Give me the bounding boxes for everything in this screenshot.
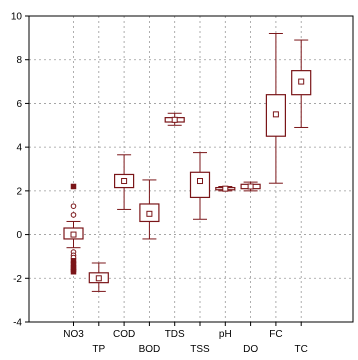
x-tick-label: DO — [243, 344, 258, 355]
center-marker — [247, 183, 254, 190]
center-marker — [121, 178, 128, 185]
x-tick-label: FC — [269, 329, 282, 340]
y-tick-label: 6 — [16, 99, 22, 110]
extreme-point — [70, 183, 77, 190]
axis-layer — [25, 15, 354, 326]
center-marker — [146, 210, 153, 217]
y-tick-label: 10 — [11, 12, 23, 23]
box — [189, 171, 211, 199]
center-marker — [197, 178, 203, 185]
extreme-point — [70, 268, 77, 275]
center-marker — [222, 185, 229, 192]
outlier-point — [70, 203, 77, 209]
x-tick-label: TP — [92, 344, 105, 355]
box-layer — [63, 32, 312, 292]
x-tick-label: COD — [113, 329, 135, 340]
x-tick-label: NO3 — [63, 329, 84, 340]
y-tick-label: 8 — [16, 55, 22, 66]
center-marker — [95, 275, 102, 282]
x-tick-label: TDS — [165, 329, 185, 340]
label-layer: -4 -2 0 2 4 6 8 10 NO3 TP COD BOD TDS TSS pH DO FC TC — [11, 12, 308, 356]
outlier-point — [70, 212, 77, 218]
center-marker — [272, 111, 279, 118]
x-tick-label: TSS — [190, 344, 210, 355]
plot-frame — [28, 15, 354, 323]
y-tick-label: 0 — [16, 230, 22, 241]
x-tick-label: BOD — [139, 344, 161, 355]
center-marker — [298, 78, 305, 85]
y-tick-label: 2 — [16, 186, 22, 197]
center-marker — [70, 231, 77, 238]
x-tick-label: TC — [295, 344, 308, 355]
y-tick-label: -2 — [13, 274, 22, 285]
grid-layer — [29, 16, 353, 322]
center-marker — [171, 116, 178, 123]
y-tick-label: 4 — [16, 143, 22, 154]
x-tick-label: pH — [219, 329, 232, 340]
y-tick-label: -4 — [13, 318, 22, 329]
